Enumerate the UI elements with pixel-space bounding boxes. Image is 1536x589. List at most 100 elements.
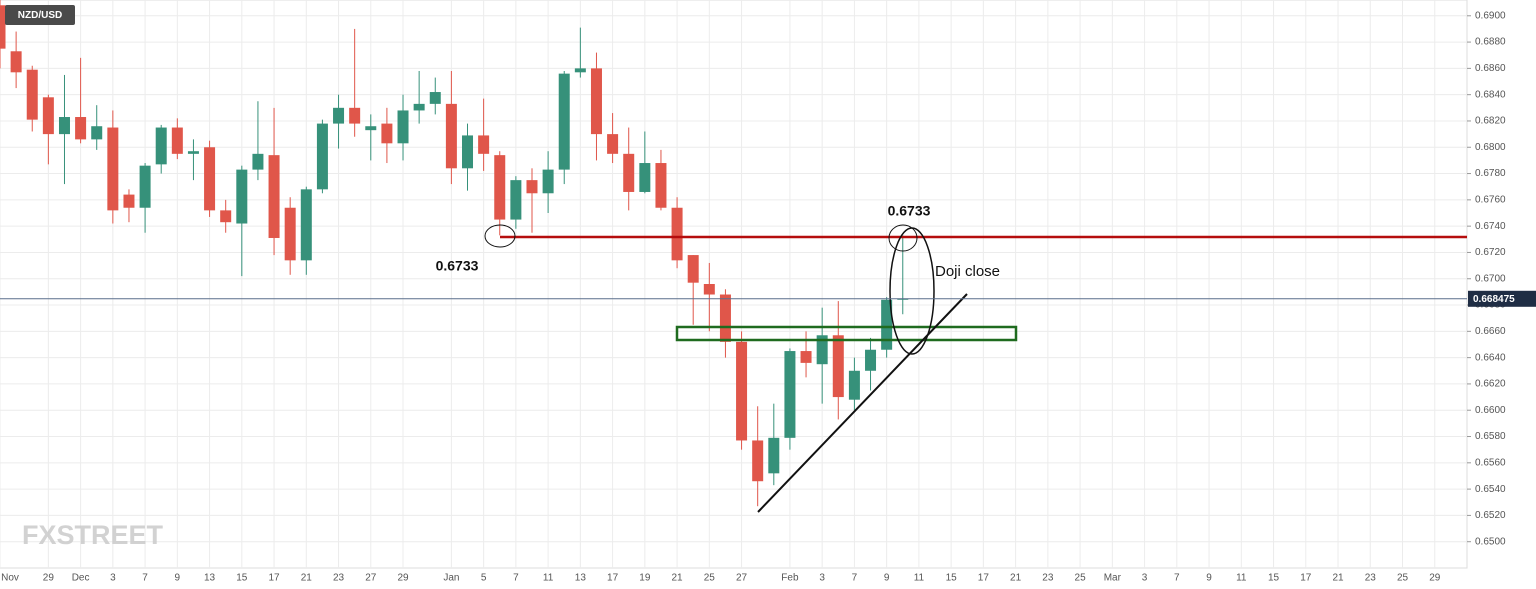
y-tick-label: 0.6560 bbox=[1475, 457, 1506, 468]
candle-body bbox=[848, 370, 860, 400]
candle-body bbox=[784, 351, 796, 438]
x-tick-label: 7 bbox=[852, 573, 858, 584]
candle-body bbox=[768, 437, 780, 474]
candle-body bbox=[574, 68, 586, 73]
candle-body bbox=[204, 147, 216, 211]
y-tick-label: 0.6620 bbox=[1475, 379, 1506, 390]
x-tick-label: 13 bbox=[575, 573, 587, 584]
y-tick-label: 0.6540 bbox=[1475, 484, 1506, 495]
y-tick-label: 0.6720 bbox=[1475, 247, 1506, 258]
x-tick-label: 3 bbox=[110, 573, 116, 584]
candle-body bbox=[0, 5, 6, 49]
x-tick-label: 17 bbox=[607, 573, 619, 584]
candle-body bbox=[623, 153, 635, 192]
annotation: 0.6733 bbox=[888, 203, 931, 219]
x-tick-label: 21 bbox=[301, 573, 313, 584]
y-tick-label: 0.6520 bbox=[1475, 510, 1506, 521]
x-tick-label: 21 bbox=[672, 573, 684, 584]
candle-body bbox=[187, 151, 199, 154]
x-tick-label: 29 bbox=[397, 573, 409, 584]
candles bbox=[0, 0, 909, 507]
title-box bbox=[5, 5, 75, 25]
y-tick-label: 0.6860 bbox=[1475, 63, 1506, 74]
x-tick-label: 9 bbox=[884, 573, 890, 584]
candle-body bbox=[639, 163, 651, 192]
annotation: Doji close bbox=[935, 263, 1000, 280]
candle-body bbox=[655, 163, 667, 208]
candle-body bbox=[462, 135, 474, 169]
y-tick-label: 0.6900 bbox=[1475, 10, 1506, 21]
x-tick-label: 7 bbox=[513, 573, 519, 584]
x-tick-label: 21 bbox=[1332, 573, 1344, 584]
x-tick-label: 25 bbox=[1075, 573, 1087, 584]
candle-body bbox=[284, 207, 296, 261]
candle-body bbox=[397, 110, 409, 144]
circle-marker bbox=[888, 224, 918, 252]
y-tick-label: 0.6880 bbox=[1475, 37, 1506, 48]
candle-body bbox=[139, 165, 151, 208]
candle-body bbox=[155, 127, 167, 165]
x-tick-label: 9 bbox=[1206, 573, 1212, 584]
axes: 0.6500 0.6520 0.6540 0.6560 0.6580 0.6600 0.66… bbox=[0, 10, 1536, 584]
x-tick-label: 11 bbox=[914, 573, 925, 584]
candle-body bbox=[252, 153, 264, 170]
x-tick-label: Jan bbox=[443, 573, 459, 584]
y-tick-label: 0.6800 bbox=[1475, 142, 1506, 153]
candle-body bbox=[236, 169, 248, 224]
candle-body bbox=[107, 127, 119, 211]
candle-body bbox=[607, 134, 619, 154]
grid bbox=[0, 0, 1467, 568]
candle-body bbox=[413, 103, 425, 111]
candle-body bbox=[736, 341, 748, 441]
watermark: FXSTREET bbox=[22, 520, 164, 550]
candle-body bbox=[445, 103, 457, 169]
last-price-label: 0.668475 bbox=[1473, 294, 1515, 305]
candle-body bbox=[510, 180, 522, 220]
candle-body bbox=[542, 169, 554, 194]
candle-body bbox=[10, 51, 22, 73]
support-zone bbox=[675, 325, 1018, 342]
x-tick-label: 23 bbox=[1365, 573, 1377, 584]
x-tick-label: Mar bbox=[1104, 573, 1122, 584]
x-tick-label: Dec bbox=[72, 573, 90, 584]
x-tick-label: 15 bbox=[1268, 573, 1280, 584]
annotation: 0.6733 bbox=[436, 258, 479, 274]
candle-body bbox=[123, 194, 135, 208]
x-tick-label: 5 bbox=[481, 573, 487, 584]
y-tick-label: 0.6600 bbox=[1475, 405, 1506, 416]
x-tick-label: 7 bbox=[142, 573, 148, 584]
chart-title: NZD/USD bbox=[18, 10, 62, 21]
x-tick-label: 11 bbox=[1236, 573, 1247, 584]
y-tick-label: 0.6500 bbox=[1475, 536, 1506, 547]
candle-body bbox=[558, 73, 570, 170]
y-tick-label: 0.6640 bbox=[1475, 352, 1506, 363]
candle-body bbox=[687, 255, 699, 283]
y-tick-label: 0.6820 bbox=[1475, 116, 1506, 127]
y-tick-label: 0.6760 bbox=[1475, 194, 1506, 205]
candle-body bbox=[75, 117, 87, 140]
candle-body bbox=[478, 135, 490, 154]
x-tick-label: 23 bbox=[333, 573, 345, 584]
x-tick-label: 17 bbox=[978, 573, 990, 584]
candle-body bbox=[800, 351, 812, 363]
x-tick-label: 25 bbox=[704, 573, 716, 584]
x-tick-label: 27 bbox=[736, 573, 748, 584]
candle-body bbox=[349, 107, 361, 124]
x-tick-label: 29 bbox=[43, 573, 55, 584]
trend-line bbox=[757, 293, 968, 513]
x-tick-label: 3 bbox=[1142, 573, 1148, 584]
candle-body bbox=[365, 126, 377, 131]
y-tick-label: 0.6840 bbox=[1475, 89, 1506, 100]
candle-body bbox=[865, 349, 877, 371]
x-tick-label: 7 bbox=[1174, 573, 1180, 584]
x-tick-label: Nov bbox=[1, 573, 19, 584]
y-tick-label: 0.6660 bbox=[1475, 326, 1506, 337]
candle-body bbox=[58, 117, 70, 135]
y-tick-label: 0.6780 bbox=[1475, 168, 1506, 179]
candle-body bbox=[91, 126, 103, 140]
circle-marker bbox=[484, 224, 516, 248]
x-tick-label: 9 bbox=[175, 573, 181, 584]
candle-body bbox=[381, 123, 393, 144]
x-tick-label: 17 bbox=[268, 573, 280, 584]
